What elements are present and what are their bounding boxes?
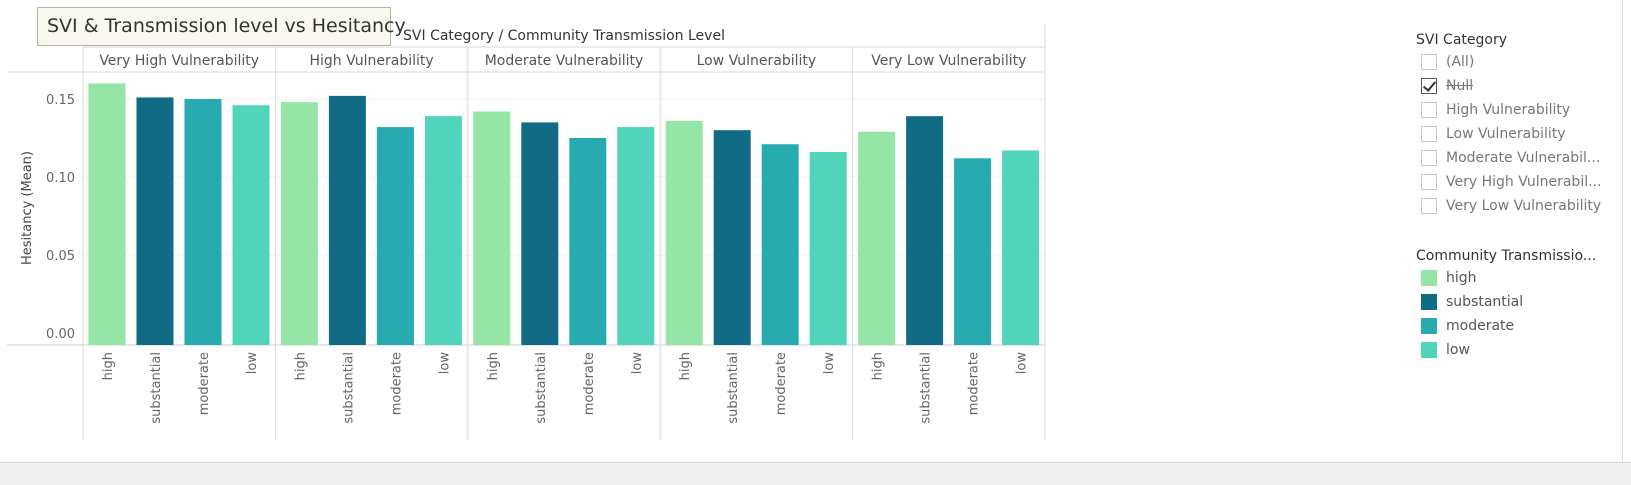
y-tick-label: 0.00	[46, 327, 75, 342]
bar	[569, 138, 607, 345]
filter-item[interactable]: Low Vulnerability	[1416, 122, 1616, 146]
panel-header: Low Vulnerability	[697, 53, 817, 69]
legend-item-label: high	[1446, 270, 1477, 286]
legend-item-label: low	[1446, 342, 1470, 358]
x-tick-label: high	[293, 352, 308, 380]
bar	[232, 105, 270, 346]
y-tick-label: 0.10	[46, 171, 75, 186]
filter-item-label: High Vulnerability	[1446, 102, 1571, 118]
filter-item[interactable]: Moderate Vulnerabil...	[1416, 146, 1616, 170]
x-tick-label: substantial	[149, 352, 164, 424]
legend-swatch	[1421, 270, 1437, 286]
x-tick-label: low	[437, 352, 452, 375]
checkbox[interactable]	[1421, 126, 1437, 142]
y-axis-label: Hesitancy (Mean)	[20, 151, 35, 265]
legend-swatch	[1421, 294, 1437, 310]
legend-item-label: substantial	[1446, 294, 1524, 310]
legend-swatch	[1421, 342, 1437, 358]
bar	[954, 158, 992, 345]
column-header-title: SVI Category / Community Transmission Le…	[403, 28, 725, 44]
filter-item-label: Very Low Vulnerability	[1446, 198, 1602, 214]
y-tick-label: 0.15	[46, 93, 75, 108]
checkbox[interactable]	[1421, 102, 1437, 118]
legend-item[interactable]: moderate	[1416, 314, 1616, 338]
x-tick-label: low	[1015, 352, 1030, 375]
bar	[665, 120, 703, 345]
checkbox[interactable]	[1421, 150, 1437, 166]
y-tick-label: 0.05	[46, 249, 75, 264]
filter-item[interactable]: (All)	[1416, 50, 1616, 74]
x-tick-label: moderate	[774, 352, 789, 415]
x-tick-label: high	[101, 352, 116, 380]
filter-item-label: Null	[1446, 78, 1474, 94]
checkbox[interactable]	[1421, 54, 1437, 70]
legend-item-label: moderate	[1446, 318, 1515, 334]
x-tick-label: high	[678, 352, 693, 380]
bar	[376, 127, 414, 345]
bar	[424, 116, 462, 345]
bar	[184, 99, 222, 345]
filter-item[interactable]: Null	[1416, 74, 1616, 98]
filter-item[interactable]: High Vulnerability	[1416, 98, 1616, 122]
filter-title: SVI Category	[1416, 32, 1507, 48]
filter-item-label: Low Vulnerability	[1446, 126, 1566, 142]
bar	[328, 95, 366, 345]
filter-item-label: Very High Vulnerabil...	[1446, 174, 1602, 190]
bar	[280, 102, 318, 346]
filter-item-label: Moderate Vulnerabil...	[1446, 150, 1601, 166]
x-tick-label: moderate	[197, 352, 212, 415]
bar	[1002, 150, 1040, 345]
checkbox[interactable]	[1421, 174, 1437, 190]
x-tick-label: low	[822, 352, 837, 375]
legend-item[interactable]: low	[1416, 338, 1616, 362]
filter-item[interactable]: Very High Vulnerabil...	[1416, 170, 1616, 194]
legend-title: Community Transmissio...	[1416, 248, 1597, 264]
panel-header: High Vulnerability	[310, 53, 434, 69]
bar	[713, 130, 751, 345]
x-tick-label: substantial	[919, 352, 934, 424]
checkbox[interactable]	[1421, 198, 1437, 214]
legend-item[interactable]: high	[1416, 266, 1616, 290]
panel-header: Moderate Vulnerability	[485, 53, 644, 69]
bar	[858, 131, 896, 345]
bar	[809, 152, 847, 345]
transmission-legend: Community Transmissio... high substantial…	[1416, 246, 1616, 362]
bar	[617, 127, 655, 345]
legend-swatch	[1421, 318, 1437, 334]
svi-category-filter: SVI Category (All) Null High Vulnerability…	[1416, 30, 1616, 218]
checkbox-checked[interactable]	[1421, 78, 1437, 94]
bar	[761, 144, 799, 345]
bottom-bar	[0, 462, 1631, 485]
chart-area: SVI Category / Community Transmission Le…	[7, 24, 1046, 440]
x-tick-label: moderate	[582, 352, 597, 415]
filter-list: (All) Null High Vulnerability Low Vulnerabi…	[1416, 50, 1616, 218]
x-tick-label: substantial	[341, 352, 356, 424]
x-tick-label: high	[871, 352, 886, 380]
legend-item[interactable]: substantial	[1416, 290, 1616, 314]
filter-item-label: (All)	[1446, 54, 1475, 70]
bar	[521, 122, 559, 346]
bar	[88, 83, 126, 346]
panel-header: Very High Vulnerability	[99, 53, 259, 69]
filter-item[interactable]: Very Low Vulnerability	[1416, 194, 1616, 218]
panel-header: Very Low Vulnerability	[871, 53, 1026, 69]
bar	[136, 97, 174, 345]
dashboard-title: SVI & Transmission level vs Hesitancy	[37, 7, 406, 46]
x-tick-label: high	[486, 352, 501, 380]
bar	[473, 111, 511, 345]
panel-divider	[1622, 0, 1623, 462]
x-tick-label: substantial	[534, 352, 549, 424]
x-tick-label: low	[630, 352, 645, 375]
x-tick-label: substantial	[726, 352, 741, 424]
legend-list: high substantial moderate low	[1416, 266, 1616, 362]
bar	[906, 116, 944, 345]
x-tick-label: low	[245, 352, 260, 375]
x-tick-label: moderate	[389, 352, 404, 415]
x-tick-label: moderate	[967, 352, 982, 415]
